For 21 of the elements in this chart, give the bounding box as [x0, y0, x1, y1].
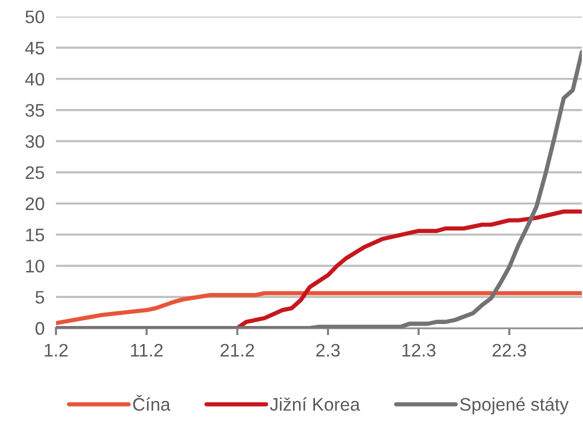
- legend-label: Jižní Korea: [270, 397, 360, 411]
- x-tick-label: 22.3: [492, 344, 526, 357]
- legend-label: Spojené státy: [460, 397, 569, 414]
- y-tick-label: 10: [26, 260, 44, 273]
- line-series: [56, 291, 582, 326]
- x-tick-label: 21.2: [220, 344, 254, 356]
- x-tick-label: 1.2: [44, 344, 68, 356]
- y-tick-label: 45: [25, 42, 44, 54]
- y-tick-label: 15: [26, 228, 44, 242]
- y-tick-label: 0: [36, 322, 44, 335]
- y-tick-label: 5: [36, 291, 44, 304]
- y-tick-label: 35: [25, 104, 44, 117]
- x-tick-label: 12.3: [402, 344, 436, 357]
- y-tick-label: 40: [25, 72, 44, 86]
- y-tick-label: 25: [26, 166, 44, 180]
- x-tick-label: 2.3: [316, 344, 340, 357]
- y-tick-label: 30: [25, 135, 44, 148]
- y-tick-label: 50: [26, 10, 44, 24]
- legend-label: Čína: [133, 394, 170, 411]
- x-tick-label: 11.2: [131, 344, 163, 356]
- y-tick-label: 20: [26, 197, 44, 210]
